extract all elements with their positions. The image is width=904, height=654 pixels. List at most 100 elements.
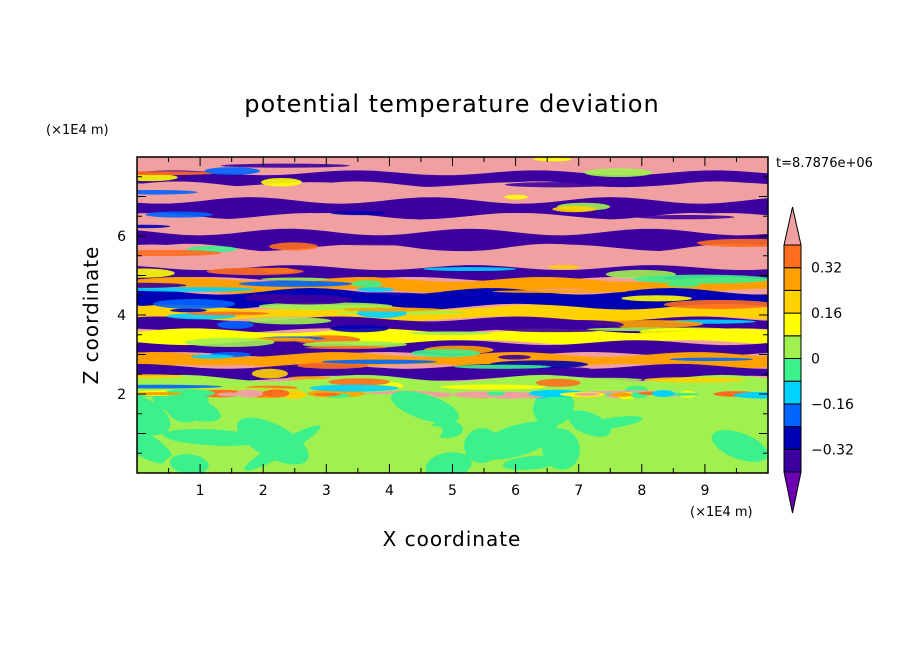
lower-blob <box>163 429 264 446</box>
field-streak <box>269 242 318 251</box>
field-streak <box>220 163 350 168</box>
field-streak <box>288 376 330 380</box>
field-streak <box>550 367 592 372</box>
field-streak <box>533 157 572 162</box>
colorbar-extend-bottom <box>783 471 802 514</box>
axis-ticks <box>137 157 768 473</box>
colorbar-label: −0.32 <box>811 442 854 458</box>
boundary-streak <box>137 392 184 396</box>
field-streak <box>261 277 330 281</box>
boundary-streak <box>667 392 699 396</box>
boundary-streak <box>163 389 216 398</box>
lower-blob <box>689 442 716 459</box>
field-streak <box>552 206 597 213</box>
field-streak <box>535 378 581 387</box>
colorbar-box <box>783 335 802 359</box>
field-streak <box>504 182 610 188</box>
colorbar-box <box>783 380 802 405</box>
x-tick-label: 2 <box>259 483 268 499</box>
colorbar <box>783 206 802 514</box>
field-streak <box>356 287 395 292</box>
field-band <box>137 328 768 346</box>
field-streak <box>137 171 219 176</box>
colorbar-label: 0.16 <box>811 306 842 322</box>
colorbar-box <box>783 426 802 450</box>
boundary-streak <box>217 392 244 397</box>
lower-blob <box>137 395 171 436</box>
x-tick-label: 6 <box>511 483 520 499</box>
field-streak <box>504 194 528 200</box>
heatmap-field <box>137 157 768 473</box>
field-streak <box>137 268 175 278</box>
x-tick-label: 5 <box>448 483 457 499</box>
boundary-streak <box>733 392 768 399</box>
boundary-streak <box>486 391 506 396</box>
colorbar-box <box>783 358 802 382</box>
field-streak <box>330 210 387 216</box>
x-unit-label: (×1E4 m) <box>690 505 753 520</box>
y-tick-label: 4 <box>117 308 126 324</box>
field-streak <box>190 354 234 359</box>
x-tick-label: 3 <box>322 483 331 499</box>
colorbar-label: −0.16 <box>811 397 854 413</box>
colorbar-box <box>783 267 802 291</box>
x-tick-label: 8 <box>637 483 646 499</box>
colorbar-box <box>783 244 802 269</box>
y-unit-label: (×1E4 m) <box>46 123 109 138</box>
lower-blob <box>137 423 173 464</box>
boundary-streak <box>509 392 530 398</box>
field-streak <box>321 292 437 300</box>
field-streak <box>567 377 643 382</box>
y-axis-label: Z coordinate <box>79 246 103 385</box>
field-streak <box>248 317 332 325</box>
y-tick-label: 2 <box>117 387 126 403</box>
field-streak <box>423 267 517 272</box>
field-band <box>137 181 768 204</box>
field-streak <box>137 287 255 292</box>
field-streak <box>206 267 304 276</box>
lower-blob <box>502 455 559 471</box>
field-streak <box>238 280 353 287</box>
field-band <box>137 363 768 381</box>
colorbar-label: 0.32 <box>811 261 842 277</box>
field-streak <box>137 282 187 288</box>
x-tick-label: 7 <box>574 483 583 499</box>
boundary-streak <box>651 390 675 397</box>
field-streak <box>621 295 692 302</box>
field-streak <box>151 359 274 366</box>
field-streak <box>453 364 551 369</box>
lower-blob <box>425 452 472 473</box>
field-streak <box>145 211 213 218</box>
colorbar-label: 0 <box>811 352 820 368</box>
x-axis-label: X coordinate <box>383 527 522 551</box>
field-streak <box>251 368 288 379</box>
lower-blob <box>263 388 352 441</box>
field-streak <box>169 308 208 313</box>
field-streak <box>643 377 746 383</box>
field-streak <box>584 168 653 178</box>
field-streak <box>137 374 185 379</box>
x-tick-label: 1 <box>196 483 205 499</box>
field-streak <box>635 214 735 220</box>
field-streak <box>666 282 700 288</box>
field-streak <box>184 337 275 347</box>
field-streak <box>137 189 198 195</box>
field-streak <box>328 378 390 386</box>
field-streak <box>137 249 222 257</box>
boundary-streak <box>429 393 453 398</box>
boundary-streak <box>235 389 263 398</box>
field-band <box>137 197 768 220</box>
lower-blob <box>169 454 209 473</box>
y-tick-labels: 2 4 6 <box>117 229 126 403</box>
field-streak <box>539 319 624 330</box>
field-band <box>137 170 768 188</box>
field-streak <box>309 384 399 392</box>
field-streak <box>440 384 546 390</box>
field-band <box>137 243 768 272</box>
colorbar-labels: 0.32 0.16 0 −0.16 −0.32 <box>811 261 854 459</box>
lower-blob <box>476 421 559 460</box>
lower-blob <box>400 426 443 450</box>
field-streak <box>262 294 354 305</box>
colorbar-box <box>783 289 802 314</box>
